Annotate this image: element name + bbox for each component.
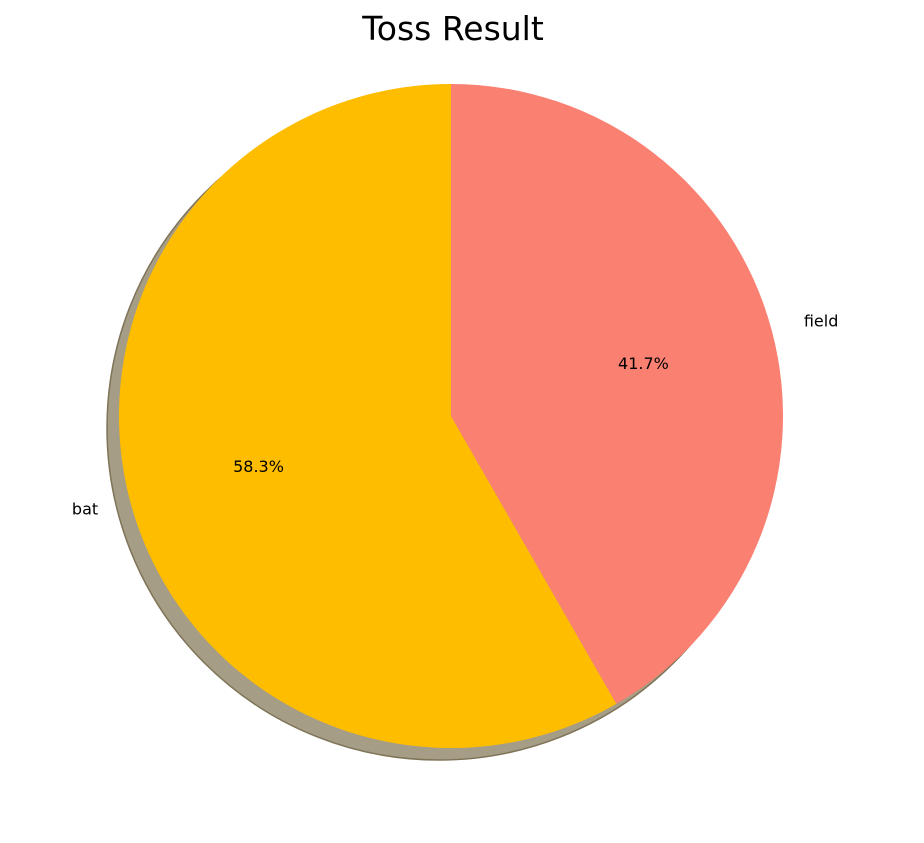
pct-label-field: 41.7%	[618, 354, 669, 373]
pie-labels: bat 58.3% field 41.7%	[72, 311, 838, 518]
chart-title: Toss Result	[361, 9, 544, 48]
pie-slice-bat	[118, 84, 617, 749]
pie-slices	[118, 84, 783, 749]
pct-label-bat: 58.3%	[233, 457, 284, 476]
slice-label-field: field	[804, 311, 839, 330]
slice-label-bat: bat	[72, 500, 98, 519]
pie-slice-field	[451, 84, 783, 704]
